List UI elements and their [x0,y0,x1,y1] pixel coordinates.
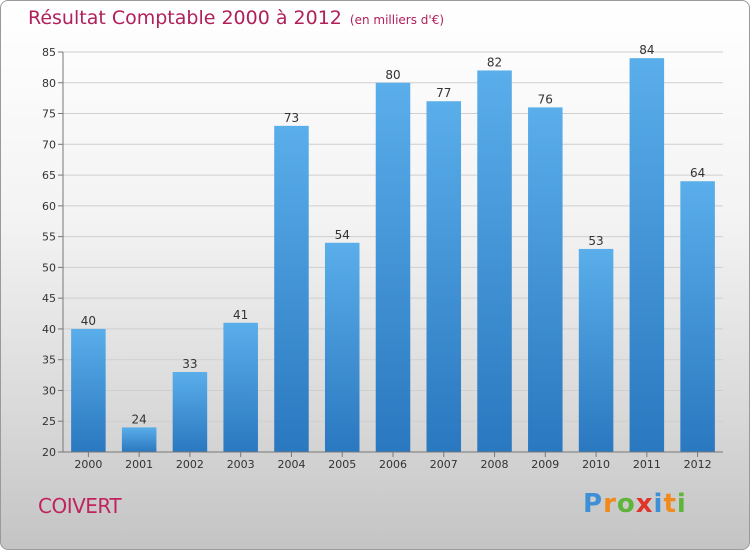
y-tick-label: 60 [42,200,56,213]
data-label: 33 [182,357,197,371]
proxiti-logo: Proxiti [583,489,687,519]
x-axis: 2000 2001 2002 2003 2004 2005 2006 2007 2008 2009… [63,451,723,471]
x-tick-label: 2009 [531,458,559,471]
x-tick-label: 2001 [125,458,153,471]
y-tick-label: 40 [42,323,56,336]
y-tick-label: 70 [42,138,56,151]
data-label: 64 [690,166,705,180]
bar [680,181,715,452]
y-tick-label: 75 [42,108,56,121]
bar [629,58,665,453]
data-label: 24 [132,412,147,426]
bar [426,101,462,452]
bar [375,82,411,453]
logo-letter: x [635,489,654,519]
x-tick-label: 2007 [430,458,458,471]
x-tick-label: 2003 [227,458,255,471]
x-tick-label: 2000 [74,458,102,471]
bar [324,242,360,452]
data-labels: 40 24 33 41 73 54 80 77 82 76 53 84 64 [81,43,706,426]
data-label: 77 [436,86,451,100]
x-tick-label: 2011 [633,458,661,471]
x-tick-label: 2008 [481,458,509,471]
bars [71,58,715,453]
logo-letter: P [583,489,604,519]
x-tick-label: 2002 [176,458,204,471]
bar [71,328,106,452]
commune-name: COIVERT [38,494,122,518]
y-tick-label: 85 [42,46,56,59]
x-tick-label: 2006 [379,458,407,471]
logo-letter: t [663,489,677,519]
y-tick-label: 55 [42,231,56,244]
x-tick-label: 2012 [684,458,712,471]
data-label: 54 [335,228,350,242]
bar [223,322,258,452]
bar [121,427,157,452]
bar [274,125,309,452]
y-tick-label: 25 [42,415,56,428]
y-tick-label: 20 [42,446,56,459]
bar [578,248,614,452]
y-tick-label: 50 [42,261,56,274]
data-label: 82 [487,55,502,69]
bar [172,372,208,452]
logo-letter: r [603,489,617,519]
y-tick-label: 65 [42,169,56,182]
data-label: 80 [385,68,400,82]
y-tick-label: 35 [42,354,56,367]
y-tick-label: 45 [42,292,56,305]
data-label: 53 [588,234,603,248]
chart-title-main: Résultat Comptable 2000 à 2012 [28,7,342,29]
logo-letter: i [653,489,664,519]
y-tick-label: 30 [42,384,56,397]
x-tick-label: 2005 [328,458,356,471]
chart-title: Résultat Comptable 2000 à 2012 (en millie… [28,7,444,29]
data-label: 76 [538,92,553,106]
chart-title-unit: (en milliers d'€) [349,13,445,27]
bar [528,107,563,452]
data-label: 84 [639,43,654,57]
data-label: 40 [81,314,96,328]
data-label: 73 [284,111,299,125]
x-tick-label: 2004 [277,458,305,471]
x-tick-label: 2010 [582,458,610,471]
logo-letter: o [616,489,636,519]
y-axis: 20 25 30 35 40 45 50 55 60 65 70 75 80 85 [42,46,64,459]
bar [477,70,512,452]
logo-letter: i [676,489,687,519]
y-tick-label: 80 [42,77,56,90]
data-label: 41 [233,308,248,322]
